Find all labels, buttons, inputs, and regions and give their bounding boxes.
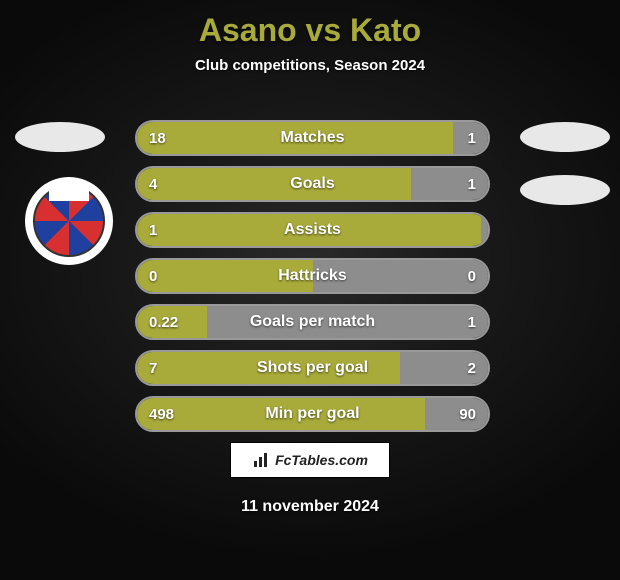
comparison-bars: Matches181 Goals41 Assists1 Hattricks00 Goal…	[135, 120, 490, 442]
stat-bar: Goals per match0.221	[135, 304, 490, 340]
stat-bar-left-fill	[137, 122, 453, 154]
stat-bar-right-fill	[400, 352, 488, 384]
player-left-badge-placeholder	[15, 122, 105, 152]
stat-bar-right-fill	[425, 398, 488, 430]
stat-bar-right-fill	[313, 260, 489, 292]
player-right-badge-placeholder-2	[520, 175, 610, 205]
subtitle: Club competitions, Season 2024	[0, 57, 620, 74]
stat-bar: Min per goal49890	[135, 396, 490, 432]
stat-bar: Goals41	[135, 166, 490, 202]
stat-bar-left-fill	[137, 168, 411, 200]
player-right-badge-placeholder-1	[520, 122, 610, 152]
stat-bar-right-fill	[453, 122, 488, 154]
date-label: 11 november 2024	[0, 498, 620, 516]
brand-badge: FcTables.com	[230, 442, 390, 478]
stat-bar-left-fill	[137, 352, 400, 384]
page-title: Asano vs Kato	[0, 0, 620, 49]
stat-bar: Shots per goal72	[135, 350, 490, 386]
stat-bar-right-fill	[207, 306, 488, 338]
stat-bar-right-fill	[411, 168, 488, 200]
stat-bar: Hattricks00	[135, 258, 490, 294]
stat-bar-left-fill	[137, 260, 313, 292]
stat-bar-left-fill	[137, 214, 481, 246]
chart-icon	[252, 451, 270, 469]
stat-bar: Matches181	[135, 120, 490, 156]
brand-text: FcTables.com	[275, 452, 368, 468]
stat-bar-left-fill	[137, 306, 207, 338]
club-logo	[25, 177, 113, 265]
stat-bar-left-fill	[137, 398, 425, 430]
stat-bar-right-fill	[481, 214, 488, 246]
stat-bar: Assists1	[135, 212, 490, 248]
club-logo-graphic	[33, 185, 105, 257]
